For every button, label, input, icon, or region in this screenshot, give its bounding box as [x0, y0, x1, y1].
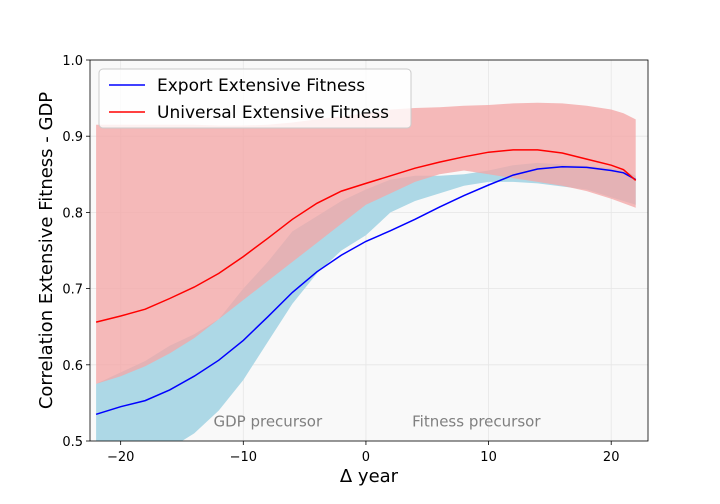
annotation-label: GDP precursor [213, 413, 322, 431]
confidence-bands [96, 102, 636, 441]
x-tick-label: 10 [480, 450, 497, 465]
x-tick-label: −20 [107, 450, 134, 465]
series-line-universal [95, 149, 637, 323]
y-tick-label: 0.6 [62, 359, 83, 374]
annotations: GDP precursor Fitness precursor [213, 413, 541, 431]
y-tick-label: 0.7 [62, 283, 83, 298]
y-tick-label: 0.8 [62, 206, 83, 221]
y-tick-label: 0.9 [62, 130, 83, 145]
y-axis-label: Correlation Extensive Fitness - GDP [36, 92, 57, 409]
y-tick-label: 1.0 [62, 54, 83, 69]
y-tick-label: 0.5 [62, 435, 83, 450]
legend-entry-label: Export Extensive Fitness [157, 76, 365, 96]
x-tick-label: −10 [230, 450, 257, 465]
x-tick-label: 20 [603, 450, 620, 465]
series-lines [95, 149, 637, 416]
x-axis-label: Δ year [340, 466, 399, 487]
y-axis: 0.5 0.6 0.7 0.8 0.9 1.0 [62, 54, 90, 450]
x-axis: −20 −10 0 10 20 [107, 441, 620, 465]
x-tick-label: 0 [362, 450, 370, 465]
legend: Export Extensive Fitness Universal Extens… [98, 68, 412, 129]
series-line-export [95, 165, 637, 416]
legend-entry-label: Universal Extensive Fitness [157, 103, 389, 123]
annotation-label: Fitness precursor [412, 413, 541, 431]
confidence-band-export [96, 162, 636, 441]
confidence-band-universal [96, 102, 636, 384]
legend-box [98, 68, 412, 129]
plot-frame [89, 59, 649, 442]
